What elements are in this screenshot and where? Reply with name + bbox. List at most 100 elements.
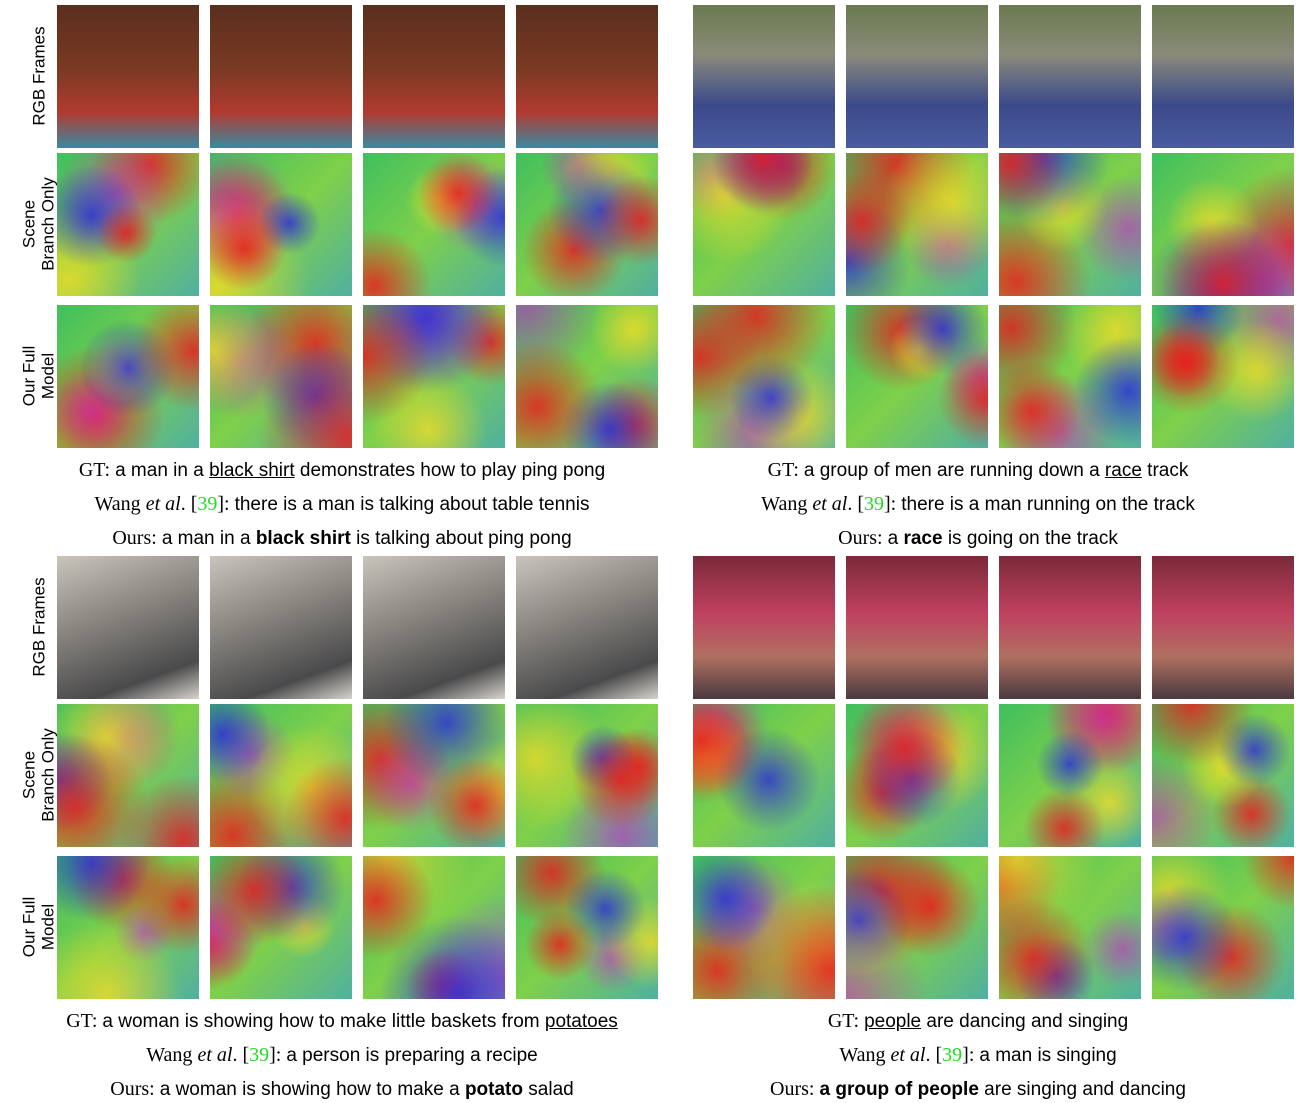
heatmap-frame (1152, 305, 1294, 448)
caption-text: GT: (767, 459, 804, 481)
caption-line: GT: people are dancing and singing (658, 1009, 1298, 1034)
heatmap-frame (210, 856, 352, 999)
row-label-line: RGB Frames (29, 26, 48, 126)
caption-text: Wang (146, 1044, 198, 1066)
heatmap-frame (210, 704, 352, 847)
row-label: Scene Branch Only (19, 153, 59, 296)
row-label-line: Branch Only (38, 728, 58, 822)
caption-text: a man in a (115, 460, 210, 481)
caption-text: ]: (962, 1044, 980, 1066)
caption-text: are singing and dancing (978, 1079, 1186, 1100)
row-label-line: Our Full (19, 896, 39, 958)
caption-text: 39 (942, 1044, 963, 1066)
caption-text: et al (890, 1044, 926, 1066)
caption-text: black shirt (209, 460, 295, 481)
caption-text: 39 (864, 493, 884, 515)
heatmap-frame (693, 305, 835, 448)
video-frame (516, 5, 658, 148)
caption-text: GT: (78, 459, 116, 481)
video-frame (363, 5, 505, 148)
heatmap-frame (693, 153, 835, 296)
heatmap-frame (57, 856, 199, 999)
heatmap-frame (999, 704, 1141, 847)
caption-text: Ours: (112, 527, 162, 549)
heatmap-frame (363, 153, 505, 296)
heatmap-frame (693, 856, 835, 999)
caption-text: people (864, 1011, 922, 1032)
caption-text: et al (197, 1044, 233, 1066)
caption-line: Ours: a group of people are singing and … (658, 1077, 1298, 1102)
caption-text: Wang (761, 493, 813, 515)
caption-line: GT: a man in a black shirt demonstrates … (22, 458, 662, 483)
heatmap-frame (999, 153, 1141, 296)
heatmap-frame (210, 305, 352, 448)
heatmap-frame (516, 153, 658, 296)
video-frame (999, 5, 1141, 148)
video-frame (57, 556, 199, 699)
caption-text: ]: (269, 1044, 287, 1066)
row-label-line: Branch Only (38, 177, 58, 271)
caption-text: there is a man is talking about table te… (234, 494, 590, 515)
caption-line: Wang et al. [39]: a person is preparing … (22, 1043, 662, 1068)
row-label: Our Full Model (19, 305, 59, 448)
row-label: RGB Frames (19, 5, 59, 148)
heatmap-frame (999, 305, 1141, 448)
video-frame (846, 5, 988, 148)
caption-text: Ours: (770, 1078, 820, 1100)
heatmap-frame (1152, 153, 1294, 296)
caption-text: demonstrates how to play ping pong (294, 460, 606, 481)
row-label-line: Scene (19, 199, 39, 249)
heatmap-frame (846, 856, 988, 999)
caption-text: 39 (249, 1044, 270, 1066)
video-frame (693, 5, 835, 148)
caption-text: . [ (232, 1044, 250, 1066)
video-frame (210, 5, 352, 148)
caption-text: is talking about ping pong (350, 528, 572, 549)
video-frame (363, 556, 505, 699)
heatmap-frame (1152, 856, 1294, 999)
caption-text: salad (523, 1079, 574, 1100)
row-label-line: Scene (19, 750, 39, 800)
caption-line: Ours: a man in a black shirt is talking … (22, 526, 662, 551)
heatmap-frame (846, 704, 988, 847)
heatmap-frame (846, 153, 988, 296)
caption-text: . [ (180, 493, 198, 515)
heatmap-frame (57, 704, 199, 847)
heatmap-frame (693, 704, 835, 847)
row-label: Our Full Model (19, 856, 59, 999)
caption-text: a person is preparing a recipe (286, 1045, 538, 1066)
row-label-line: Model (38, 903, 58, 951)
row-label-line: Model (38, 352, 58, 400)
row-label: RGB Frames (19, 556, 59, 699)
caption-line: Wang et al. [39]: there is a man is talk… (22, 492, 662, 517)
caption-text: Wang (94, 493, 146, 515)
video-frame (1152, 556, 1294, 699)
caption-text: a man is singing (979, 1045, 1117, 1066)
caption-text: track (1141, 460, 1189, 481)
video-frame (693, 556, 835, 699)
row-label: Scene Branch Only (19, 704, 59, 847)
heatmap-frame (57, 153, 199, 296)
heatmap-frame (363, 856, 505, 999)
caption-text: a group of people (819, 1079, 979, 1100)
caption-text: GT: (66, 1010, 103, 1032)
video-frame (210, 556, 352, 699)
heatmap-frame (1152, 704, 1294, 847)
caption-text: potatoes (544, 1011, 618, 1032)
row-label-line: RGB Frames (29, 577, 48, 677)
video-frame (516, 556, 658, 699)
row-label-line: Our Full (19, 345, 39, 407)
heatmap-frame (57, 305, 199, 448)
caption-text: a woman is showing how to make little ba… (102, 1011, 545, 1032)
heatmap-frame (210, 153, 352, 296)
caption-text: a woman is showing how to make a (159, 1079, 465, 1100)
video-frame (57, 5, 199, 148)
heatmap-frame (846, 305, 988, 448)
video-frame (1152, 5, 1294, 148)
caption-text: . [ (925, 1044, 943, 1066)
caption-line: GT: a woman is showing how to make littl… (22, 1009, 662, 1034)
caption-text: Wang (839, 1044, 891, 1066)
caption-text: a group of men are running down a (803, 460, 1105, 481)
heatmap-frame (516, 305, 658, 448)
